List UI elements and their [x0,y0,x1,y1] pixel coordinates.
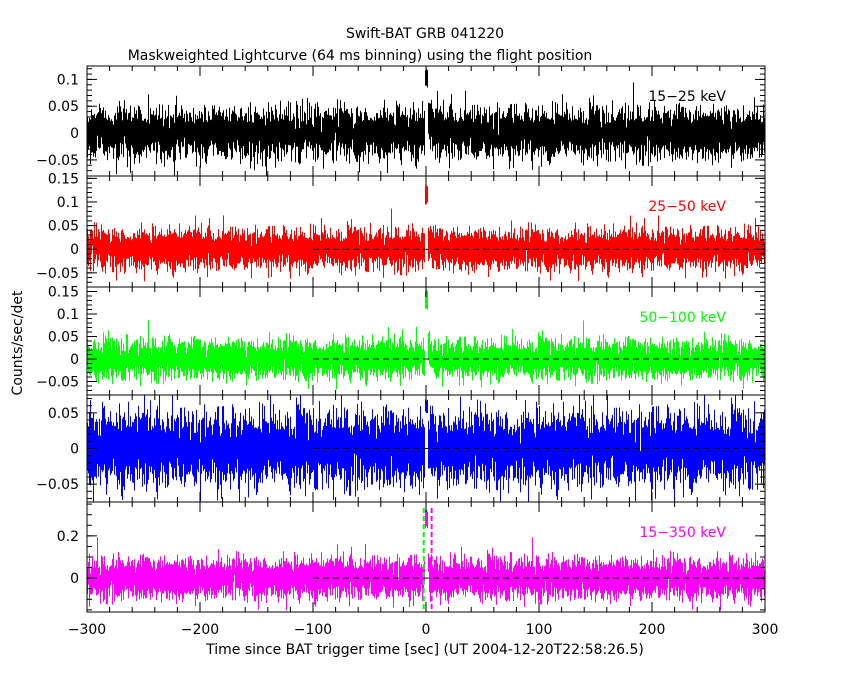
energy-band-label: 15−350 keV [639,525,726,541]
energy-band-label: 50−100 keV [639,310,726,326]
y-tick-label: 0.2 [57,529,79,545]
x-axis-label: Time since BAT trigger time [sec] (UT 20… [205,642,644,658]
y-tick-label: −0.05 [36,477,79,493]
y-tick-label: 0 [70,571,79,587]
y-tick-label: 0 [70,442,79,458]
series-trace [87,68,765,176]
energy-band-label: 15−25 keV [648,89,726,105]
y-tick-label: 0.15 [48,285,79,301]
y-tick-label: 0.05 [48,99,79,115]
panel-4: 0.05 0 −0.05 [36,394,766,503]
panels-group: 0.1 0.05 0 −0.05 15−25 keV 0.15 0.1 0.05 0 −0.05 2… [36,65,766,613]
chart-title: Swift-BAT GRB 041220 [346,26,504,42]
y-tick-label: 0.1 [57,195,79,211]
y-tick-label: 0 [70,126,79,142]
panel-1: 0.1 0.05 0 −0.05 15−25 keV [36,65,766,177]
y-tick-label: 0 [70,242,79,258]
x-tick-label: −300 [68,622,106,638]
y-tick-label: −0.05 [36,266,79,282]
panel-5: 0.2 0 15−350 keV [57,501,766,613]
y-axis-label: Counts/sec/det [10,290,26,395]
y-tick-label: 0.05 [48,219,79,235]
x-tick-label: −100 [294,622,332,638]
x-tick-labels: −300 −200 −100 0 100 200 300 [68,622,779,638]
x-tick-label: −200 [181,622,219,638]
chart-subtitle: Maskweighted Lightcurve (64 ms binning) … [128,48,593,64]
energy-band-label: 25−50 keV [648,199,726,215]
panel-3: 0.15 0.1 0.05 0 −0.05 50−100 keV [36,285,766,396]
x-tick-label: 100 [526,622,553,638]
panel-2: 0.15 0.1 0.05 0 −0.05 25−50 keV [36,171,766,288]
y-tick-label: −0.05 [36,153,79,169]
x-tick-label: 0 [422,622,431,638]
y-tick-label: 0 [70,352,79,368]
x-tick-label: 300 [752,622,779,638]
y-tick-label: 0.1 [57,72,79,88]
y-tick-label: 0.05 [48,330,79,346]
x-tick-label: 200 [639,622,666,638]
y-tick-label: 0.1 [57,307,79,323]
y-tick-label: 0.05 [48,406,79,422]
y-tick-label: 0.15 [48,171,79,187]
series-trace [87,289,765,390]
y-tick-label: −0.05 [36,375,79,391]
